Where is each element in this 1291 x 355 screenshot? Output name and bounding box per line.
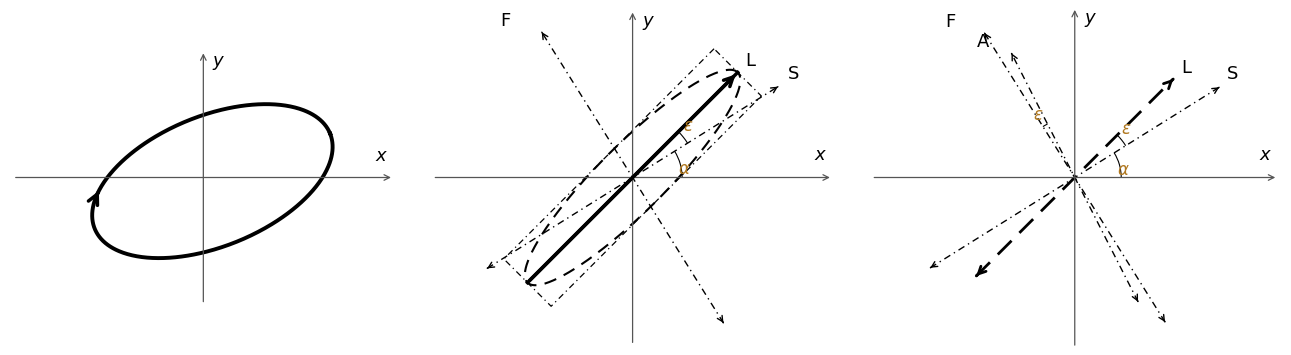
Text: $y$: $y$	[642, 13, 656, 32]
Text: L: L	[745, 53, 755, 71]
Text: $x$: $x$	[813, 146, 828, 164]
Text: $x$: $x$	[1259, 146, 1272, 164]
Text: L: L	[1181, 59, 1192, 77]
Text: $\varepsilon$: $\varepsilon$	[1122, 120, 1132, 138]
Text: F: F	[500, 12, 510, 30]
Text: $\alpha$: $\alpha$	[678, 160, 691, 178]
Text: $\alpha$: $\alpha$	[1117, 161, 1130, 179]
Text: $y$: $y$	[213, 54, 226, 72]
Text: $\varepsilon$: $\varepsilon$	[683, 117, 693, 135]
Text: $y$: $y$	[1084, 11, 1097, 29]
Text: S: S	[788, 65, 799, 83]
Text: A: A	[976, 33, 989, 51]
Text: $\varepsilon$: $\varepsilon$	[1033, 106, 1043, 124]
Text: $x$: $x$	[376, 147, 389, 165]
Text: S: S	[1226, 65, 1238, 83]
Text: F: F	[946, 13, 955, 31]
